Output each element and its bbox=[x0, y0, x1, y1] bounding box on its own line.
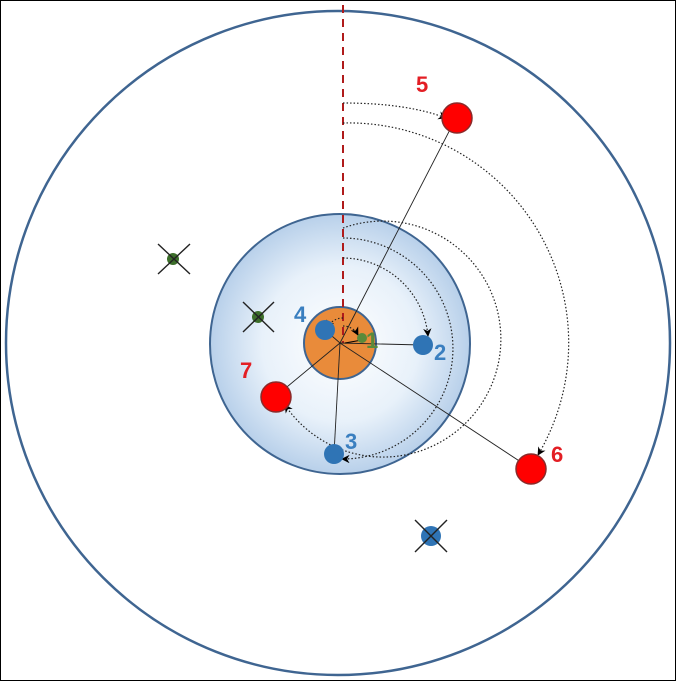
label-4: 4 bbox=[294, 302, 307, 327]
label-6: 6 bbox=[551, 442, 563, 467]
arc-to-1 bbox=[342, 325, 359, 336]
node-4 bbox=[315, 320, 335, 340]
node-1 bbox=[357, 333, 367, 343]
removed-node-c bbox=[414, 519, 448, 553]
node-6 bbox=[515, 453, 547, 485]
label-7: 7 bbox=[240, 358, 252, 383]
node-3 bbox=[324, 444, 344, 464]
label-1: 1 bbox=[366, 328, 378, 353]
radial-line-6 bbox=[339, 342, 531, 469]
node-2 bbox=[413, 335, 433, 355]
radial-line-3 bbox=[333, 342, 341, 455]
arc-to-5 bbox=[342, 102, 447, 120]
radial-line-5 bbox=[339, 117, 457, 344]
arc-to-3 bbox=[341, 237, 454, 464]
radial-lines bbox=[275, 117, 531, 469]
node-7 bbox=[260, 381, 292, 413]
removed-node-b bbox=[242, 301, 275, 333]
label-2: 2 bbox=[434, 340, 446, 365]
arc-to-7 bbox=[284, 220, 502, 458]
label-3: 3 bbox=[345, 429, 357, 454]
arc-to-2 bbox=[342, 257, 432, 337]
removed-node-a bbox=[157, 243, 191, 275]
radial-line-2 bbox=[339, 342, 423, 346]
node-5 bbox=[441, 102, 473, 134]
label-5: 5 bbox=[416, 72, 428, 97]
